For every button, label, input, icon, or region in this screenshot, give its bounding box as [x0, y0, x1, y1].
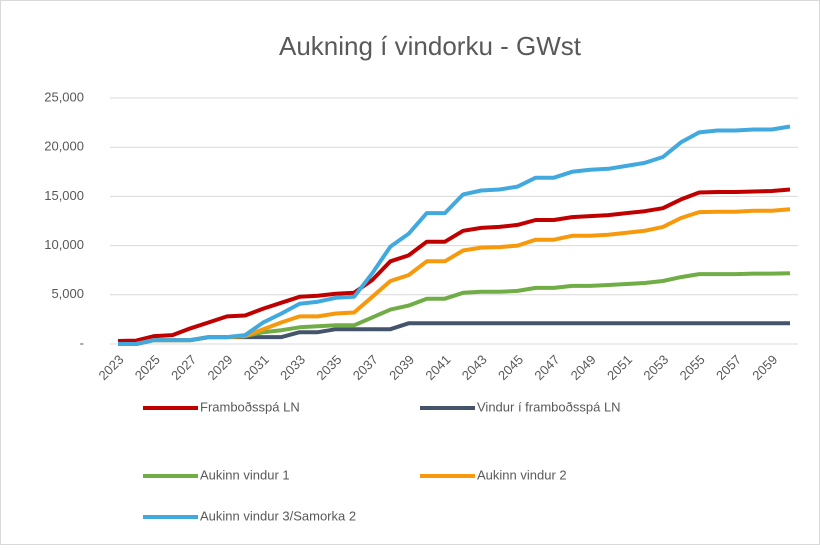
- legend-label: Aukinn vindur 2: [477, 467, 567, 482]
- series-line: [118, 124, 791, 346]
- legend-label: Aukinn vindur 1: [200, 467, 290, 482]
- legend-label: Vindur í framboðsspá LN: [477, 399, 621, 414]
- y-tick-label: -: [80, 335, 84, 350]
- y-tick-label: 10,000: [44, 237, 84, 252]
- chart-title: Aukning í vindorku - GWst: [279, 31, 582, 61]
- legend-label: Aukinn vindur 3/Samorka 2: [200, 508, 356, 523]
- y-tick-label: 5,000: [51, 286, 84, 301]
- y-tick-label: 25,000: [44, 89, 84, 104]
- y-tick-label: 20,000: [44, 139, 84, 154]
- series-line: [117, 187, 791, 343]
- legend-label: Framboðsspá LN: [200, 399, 300, 414]
- y-tick-label: 15,000: [44, 188, 84, 203]
